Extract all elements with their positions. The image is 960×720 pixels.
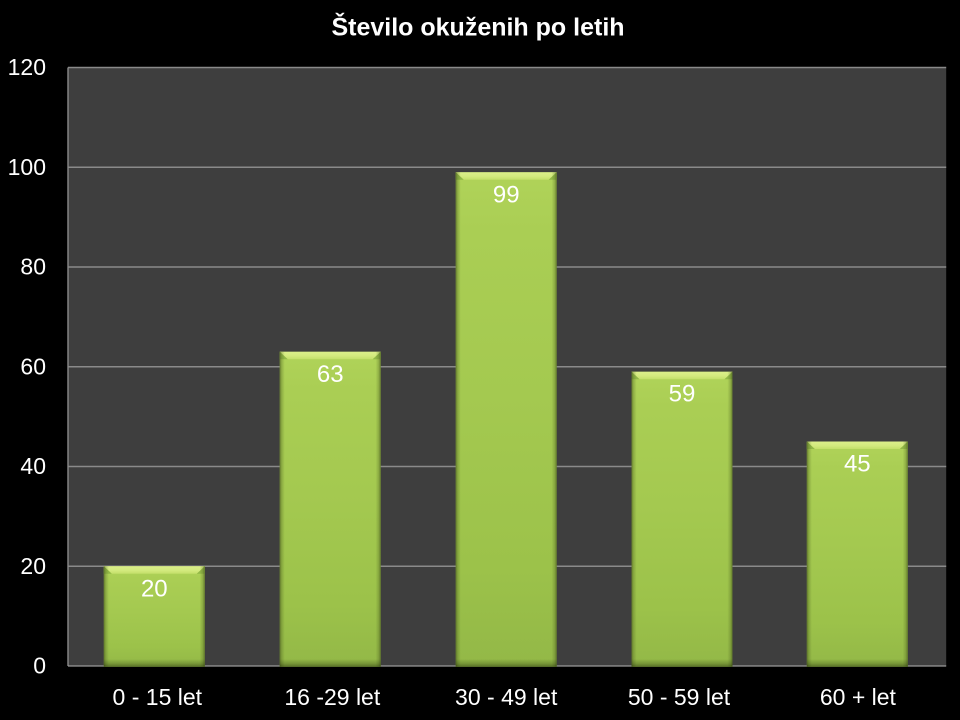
svg-text:40: 40	[20, 453, 46, 479]
svg-text:20: 20	[20, 553, 46, 579]
svg-text:20: 20	[141, 575, 168, 602]
svg-text:60: 60	[20, 353, 46, 379]
svg-text:Število okuženih po letih: Število okuženih po letih	[331, 12, 624, 42]
svg-text:100: 100	[8, 154, 46, 180]
svg-text:50 - 59 let: 50 - 59 let	[628, 684, 731, 710]
svg-text:0: 0	[33, 653, 46, 679]
svg-text:99: 99	[493, 181, 520, 208]
svg-text:63: 63	[317, 361, 344, 388]
svg-text:59: 59	[669, 381, 696, 408]
svg-text:0 - 15 let: 0 - 15 let	[113, 684, 203, 710]
svg-text:80: 80	[20, 254, 46, 280]
svg-text:30 - 49 let: 30 - 49 let	[455, 684, 558, 710]
svg-text:60 + let: 60 + let	[820, 684, 897, 710]
svg-text:120: 120	[8, 54, 46, 80]
svg-text:16 -29 let: 16 -29 let	[284, 684, 381, 710]
svg-text:45: 45	[844, 451, 871, 478]
